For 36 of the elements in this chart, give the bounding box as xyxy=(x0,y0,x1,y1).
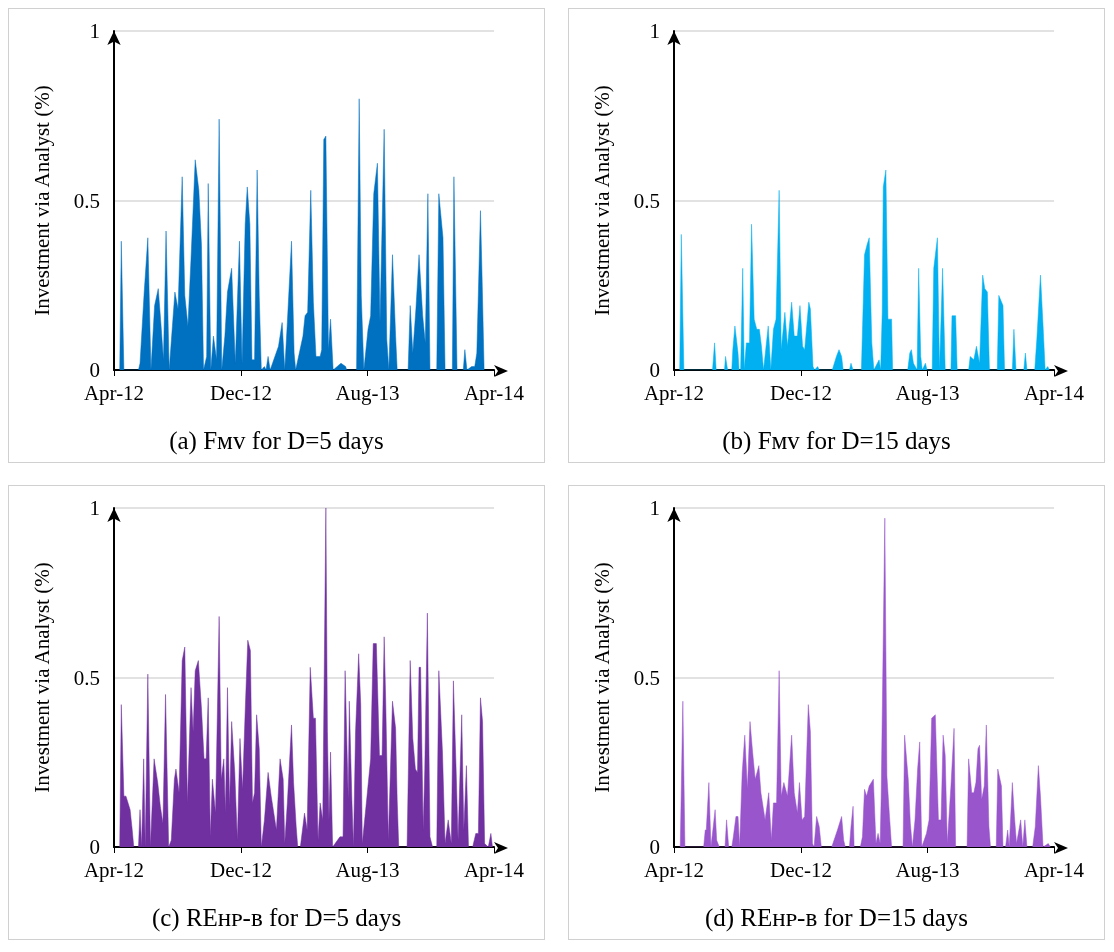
x-tick-label: Dec-12 xyxy=(770,380,832,405)
x-tick-label: Apr-12 xyxy=(643,380,705,405)
y-axis-title: Investment via Analyst (%) xyxy=(589,562,614,793)
text: (b) Fᴍᴠ for D=15 days xyxy=(722,427,951,455)
x-tick-label: Dec-12 xyxy=(770,857,832,882)
x-tick-label: Aug-13 xyxy=(895,857,960,882)
y-axis-title: Investment via Analyst (%) xyxy=(589,85,614,316)
y-tick-label: 0 xyxy=(89,358,100,382)
y-tick-label: 1 xyxy=(89,496,100,520)
y-tick-label: 0.5 xyxy=(633,665,660,690)
y-tick-label: 0 xyxy=(649,835,660,859)
y-tick-label: 1 xyxy=(89,19,100,43)
x-tick-label: Aug-13 xyxy=(335,380,400,405)
text: (d) REʜᴘ-ʙ for D=15 days xyxy=(704,904,969,932)
x-tick-label: Apr-12 xyxy=(83,380,145,405)
y-tick-label: 0.5 xyxy=(633,188,660,213)
x-tick-label: Dec-12 xyxy=(210,380,272,405)
y-tick-label: 0 xyxy=(89,835,100,859)
x-tick-label: Dec-12 xyxy=(210,857,272,882)
x-tick-label: Apr-14 xyxy=(463,857,525,882)
y-tick-label: 1 xyxy=(649,496,660,520)
y-axis-title: Investment via Analyst (%) xyxy=(29,85,54,316)
y-tick-label: 1 xyxy=(649,19,660,43)
text: (a) Fᴍᴠ for D=5 days xyxy=(169,427,384,455)
y-tick-label: 0 xyxy=(649,358,660,382)
x-tick-label: Apr-14 xyxy=(1023,380,1085,405)
x-tick-label: Aug-13 xyxy=(895,380,960,405)
y-tick-label: 0.5 xyxy=(73,188,100,213)
x-tick-label: Apr-12 xyxy=(643,857,705,882)
x-tick-label: Apr-14 xyxy=(463,380,525,405)
text: (c) REʜᴘ-ʙ for D=5 days xyxy=(151,904,402,932)
x-tick-label: Apr-12 xyxy=(83,857,145,882)
x-tick-label: Apr-14 xyxy=(1023,857,1085,882)
y-tick-label: 0.5 xyxy=(73,665,100,690)
x-tick-label: Aug-13 xyxy=(335,857,400,882)
y-axis-title: Investment via Analyst (%) xyxy=(29,562,54,793)
